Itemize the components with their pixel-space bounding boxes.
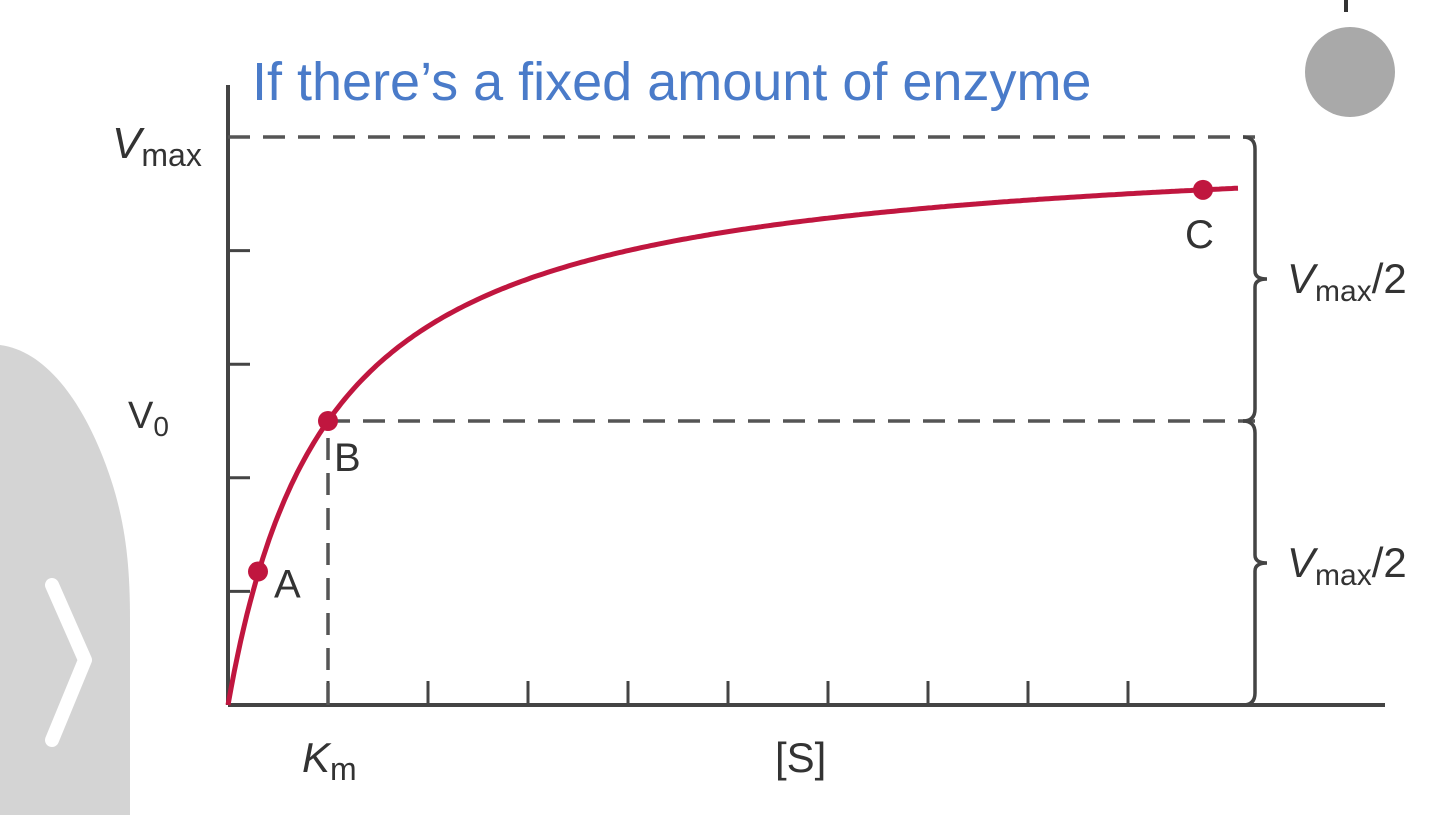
x-axis-label: [S] [775, 734, 826, 781]
km-axis-label: Km [302, 734, 357, 787]
km-axis-label-sub: m [330, 751, 357, 787]
vmax-axis-label-main: V [112, 119, 145, 168]
chart-title: If there’s a fixed amount of enzyme [252, 52, 1091, 112]
point-label-C: C [1185, 213, 1214, 257]
points: A B C [248, 179, 1214, 607]
bracket-2 [1242, 419, 1268, 707]
bracket-label-sub: max [1315, 275, 1372, 308]
vmax-axis-label: Vmax [112, 119, 202, 173]
point-A [248, 561, 268, 582]
curves [225, 185, 1239, 706]
y-axis-label-main: V [128, 395, 154, 437]
bracket-label-suffix: /2 [1372, 539, 1407, 586]
bracket-label-sub: max [1315, 559, 1372, 592]
bracket-label-main: V [1287, 255, 1319, 302]
chevron-right-icon[interactable] [45, 578, 92, 747]
reference-lines [228, 135, 1255, 705]
point-label-B: B [334, 436, 361, 480]
side-tab-shape[interactable] [0, 345, 130, 815]
bracket-label-suffix: /2 [1372, 255, 1407, 302]
vmax-axis-label-sub: max [141, 137, 201, 173]
km-axis-label-main: K [302, 734, 332, 781]
curve-series-1 [225, 185, 1239, 706]
side-tab[interactable] [0, 0, 140, 815]
bracket-label-1: Vmax/2 [1287, 255, 1407, 308]
y-axis-label: V0 [128, 395, 169, 442]
point-label-A: A [274, 563, 301, 607]
y-axis-label-sub: 0 [153, 411, 169, 442]
bracket-1 [1242, 135, 1268, 423]
point-B [318, 411, 338, 431]
bracket-label-main: V [1287, 539, 1319, 586]
circle-icon[interactable] [1305, 27, 1395, 117]
point-C [1193, 179, 1213, 200]
axes [226, 85, 1385, 707]
bracket-label-2: Vmax/2 [1287, 539, 1407, 592]
